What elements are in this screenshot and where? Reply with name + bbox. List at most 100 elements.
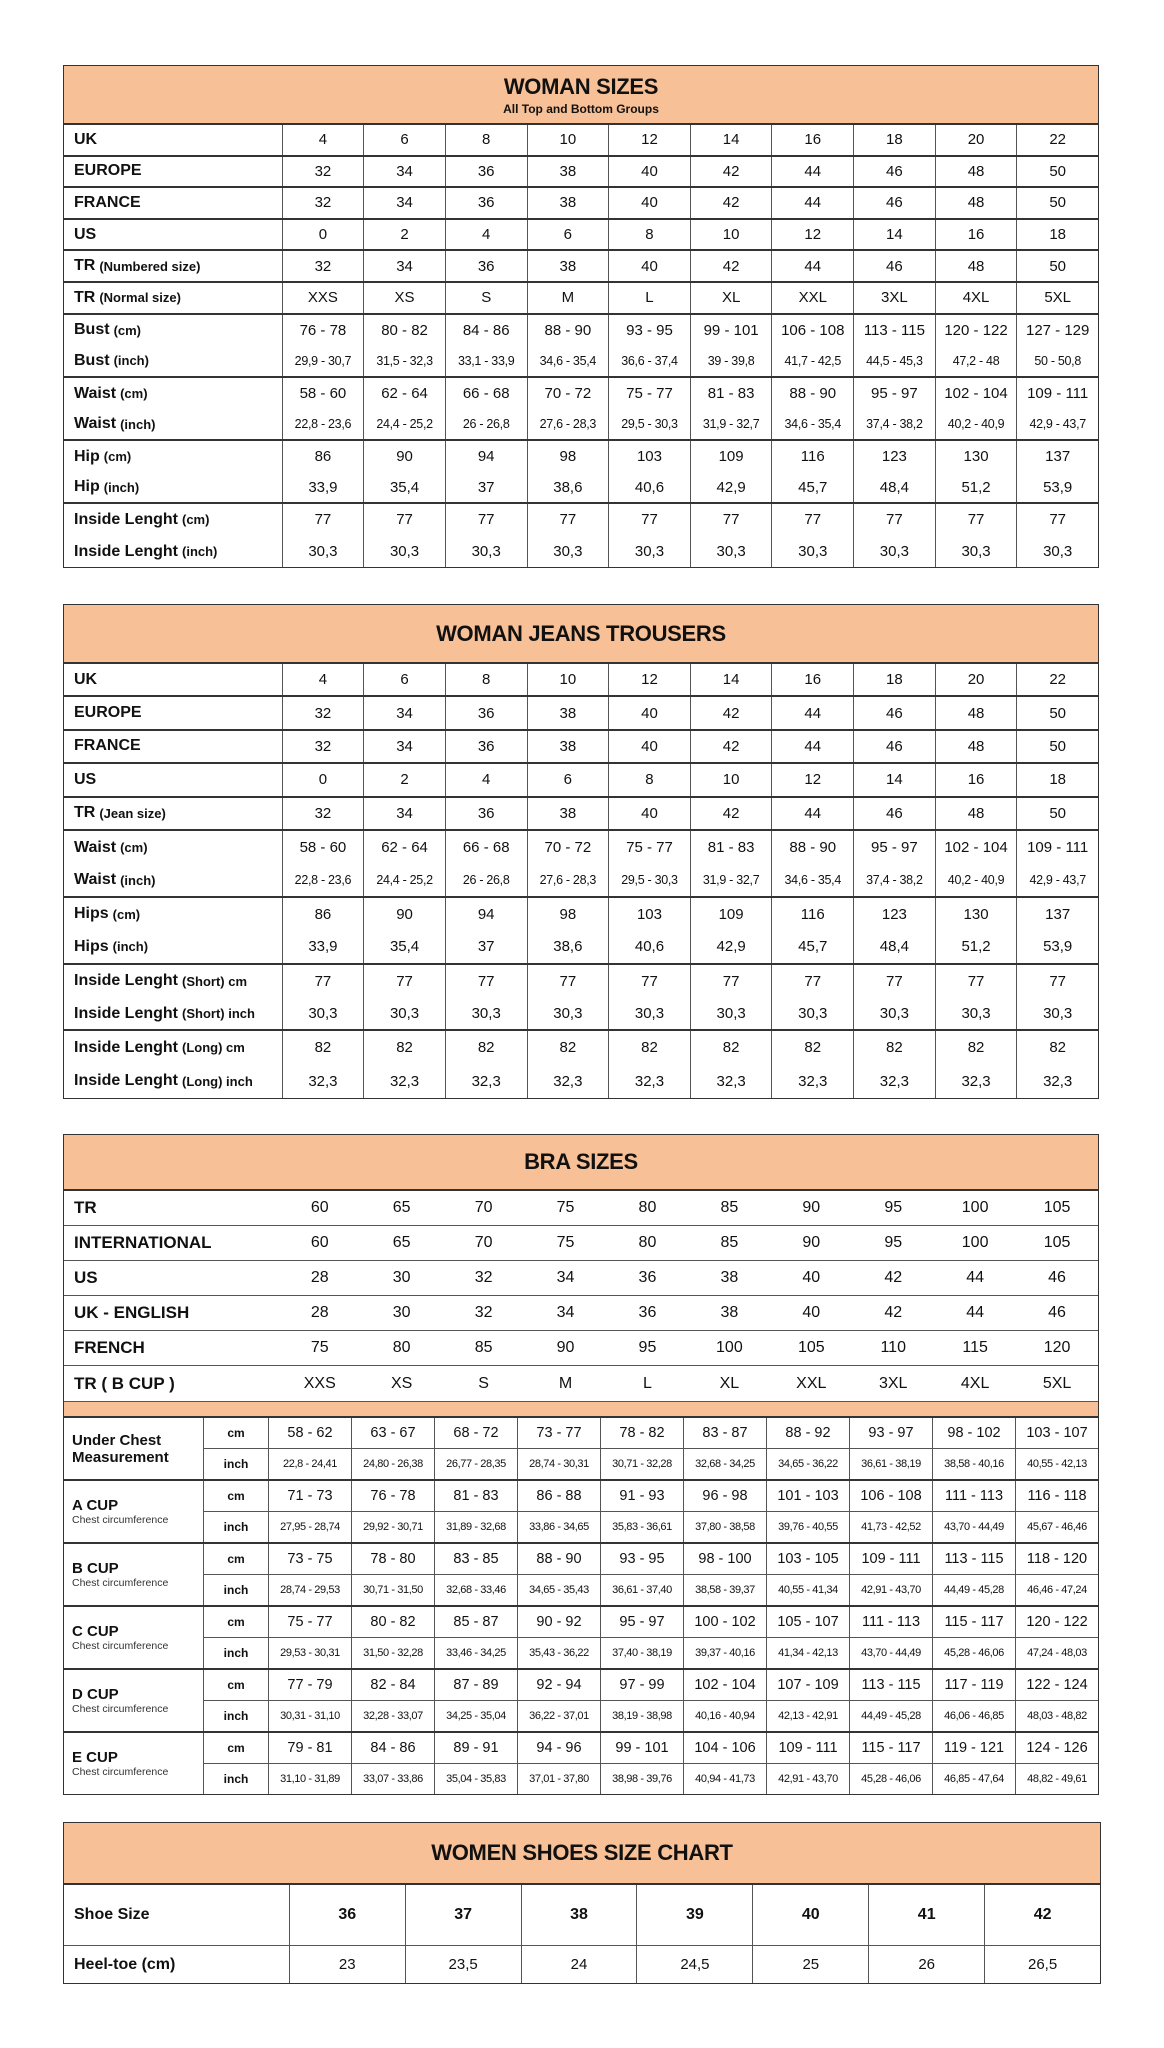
table-cell: 34	[363, 730, 445, 763]
table-cell: 120 - 122	[934, 314, 1017, 347]
table-cell: 16	[771, 664, 853, 696]
measurement-note: Chest circumference	[72, 1703, 169, 1715]
table-cell: 45,28 - 46,06	[932, 1637, 1015, 1668]
table-cell: 32,3	[608, 1064, 690, 1099]
table-cell: 27,6 - 28,3	[526, 864, 609, 896]
table-cell: 30,3	[771, 997, 853, 1030]
table-cell: 116 - 118	[1015, 1481, 1098, 1511]
table-cell: 94	[444, 897, 527, 932]
row-label: EUROPE	[64, 697, 282, 728]
table-cell: 122 - 124	[1015, 1670, 1098, 1700]
table-cell: 48,82 - 49,61	[1015, 1763, 1098, 1794]
table-cell: 42,9 - 43,7	[1016, 864, 1098, 896]
table-cell: 48,03 - 48,82	[1015, 1700, 1098, 1731]
table-cell: 34	[363, 697, 445, 729]
row-label-text: Hip	[74, 447, 100, 465]
table-cell: 32,68 - 34,25	[683, 1448, 766, 1479]
table-cell: 97 - 99	[600, 1670, 683, 1700]
table-cell: 29,5 - 30,3	[608, 409, 690, 439]
row-label-text: EUROPE	[74, 704, 142, 722]
table-cell: 44	[966, 1269, 985, 1286]
row-label-unit: (Long) inch	[182, 1073, 253, 1089]
table-cell: 30,3	[281, 535, 364, 568]
table-cell: 16	[934, 219, 1017, 250]
table-cell: XXS	[281, 282, 364, 313]
row-label: TR	[74, 1198, 97, 1217]
table-cell: 99 - 101	[689, 314, 772, 347]
table-cell: 44	[771, 188, 853, 218]
table-row: Waist (inch) 22,8 - 23,6 24,4 - 25,2 26 - 26…	[64, 864, 1098, 898]
table-cell: 10	[526, 664, 609, 696]
row-label-unit: (Long) cm	[182, 1040, 245, 1056]
table-cell: 37,4 - 38,2	[853, 409, 935, 439]
table-cell: 77	[689, 964, 772, 998]
table-cell: 30,3	[363, 997, 445, 1030]
row-label-text: TR	[74, 804, 96, 822]
row-label-text: Inside Lenght	[74, 542, 178, 560]
table-cell: 82	[1016, 1031, 1098, 1065]
table-cell: 41,73 - 42,52	[849, 1511, 932, 1542]
shoes-size-table: WOMEN SHOES SIZE CHART Shoe Size 36 37 38 39…	[63, 1822, 1101, 1984]
table-cell: 77	[934, 504, 1017, 536]
table-cell: 82	[771, 1031, 853, 1065]
table-cell: 14	[689, 125, 772, 155]
table-cell: 48	[934, 697, 1017, 729]
table-cell: 32,3	[363, 1064, 445, 1099]
table-cell: 105	[1043, 1234, 1071, 1251]
table-cell: 50	[1016, 156, 1098, 187]
table-row: cm 79 - 81 84 - 86 89 - 91 94 - 96 99 - 101 10…	[203, 1733, 1098, 1764]
table-cell: 23,5	[404, 1946, 521, 1983]
table-cell: 109	[689, 897, 772, 932]
table-cell: 85	[720, 1199, 739, 1216]
table-cell: 29,53 - 30,31	[268, 1637, 351, 1668]
table-cell: 40,16 - 40,94	[683, 1700, 766, 1731]
table-cell: 46	[853, 797, 935, 829]
measurement-note: Chest circumference	[72, 1640, 169, 1652]
table-cell: 30	[392, 1304, 411, 1321]
table-cell: 51,2	[934, 472, 1017, 503]
table-cell: 119 - 121	[932, 1733, 1015, 1763]
row-label-unit: (inch)	[120, 416, 156, 432]
table-cell: 0	[281, 219, 364, 250]
measurement-label: Under Chest Measurement	[64, 1418, 203, 1479]
table-cell: 124 - 126	[1015, 1733, 1098, 1763]
row-label: Inside Lenght (cm)	[64, 504, 282, 536]
row-label-text: FRANCE	[74, 193, 141, 211]
table-cell: 40,55 - 41,34	[766, 1574, 849, 1605]
table-cell: 82	[853, 1031, 935, 1065]
table-cell: 42	[689, 188, 772, 218]
table-cell: 77	[689, 504, 772, 536]
table-cell: 27,95 - 28,74	[268, 1511, 351, 1542]
table-cell: 116	[771, 440, 853, 473]
measurement-title: Under Chest Measurement	[72, 1431, 169, 1466]
table-subtitle: All Top and Bottom Groups	[503, 101, 659, 116]
table-cell: 32,3	[281, 1064, 364, 1099]
table-cell: 85	[474, 1339, 493, 1356]
row-label: TR (Numbered size)	[64, 251, 282, 281]
table-cell: 46	[1048, 1304, 1066, 1321]
table-cell: 2	[363, 219, 445, 250]
table-cell: 90	[802, 1199, 821, 1216]
table-cell: 102 - 104	[683, 1670, 766, 1700]
table-cell: 20	[934, 664, 1017, 696]
row-label-unit: (Jean size)	[99, 805, 166, 821]
table-row: Hips (inch) 33,9 35,4 37 38,6 40,6 42,9 45,7 48,4…	[64, 931, 1098, 965]
row-label-text: US	[74, 225, 97, 243]
table-cell: 71 - 73	[268, 1481, 351, 1511]
table-cell: 81 - 83	[434, 1481, 517, 1511]
table-cell: 30,3	[608, 997, 690, 1030]
table-cell: 37	[444, 931, 527, 963]
table-cell: 38	[526, 697, 609, 729]
measurement-label: C CUP Chest circumference	[64, 1607, 203, 1668]
table-cell: 10	[689, 219, 772, 250]
table-cell: 50	[1016, 797, 1098, 829]
table-cell: 103	[608, 440, 690, 473]
unit-label: inch	[203, 1763, 268, 1794]
table-cell: 80	[638, 1234, 657, 1251]
table-cell: 111 - 113	[849, 1607, 932, 1637]
table-cell: 30,3	[363, 535, 445, 568]
row-label: Inside Lenght (Short) cm	[64, 965, 282, 998]
table-row: EUROPE 32 34 36 38 40 42 44 46 48 50	[64, 156, 1098, 189]
table-cell: 100	[961, 1199, 989, 1216]
table-row: inch 30,31 - 31,10 32,28 - 33,07 34,25 - 35…	[203, 1700, 1098, 1731]
